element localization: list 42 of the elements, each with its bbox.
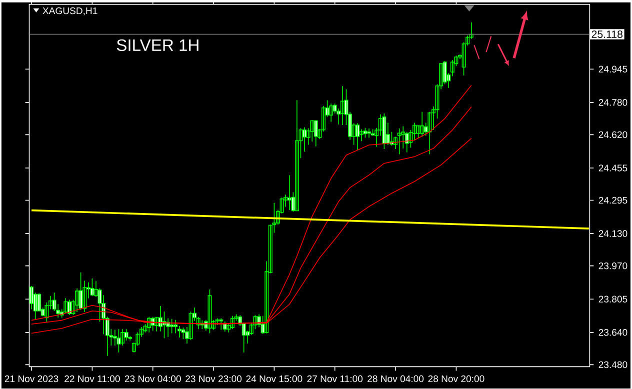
candlestick xyxy=(215,318,220,326)
x-tick-label: 24 Nov 15:00 xyxy=(246,376,302,382)
candlestick xyxy=(219,318,224,330)
candlestick xyxy=(397,128,402,155)
candlestick xyxy=(420,112,424,138)
candlestick xyxy=(181,327,186,340)
candlestick xyxy=(329,103,334,122)
candlestick xyxy=(116,328,121,353)
y-tick-label: 24.780 xyxy=(598,99,628,106)
x-tick-label: 22 Nov 11:00 xyxy=(64,376,120,382)
candlestick xyxy=(367,128,371,138)
y-tick-label: 24.130 xyxy=(598,230,628,238)
candlestick xyxy=(340,86,344,126)
y-tick-label: 24.455 xyxy=(598,164,628,172)
x-tick-label: 21 Nov 2023 xyxy=(4,376,58,382)
y-tick-label: 23.640 xyxy=(598,329,628,336)
x-tick-label: 23 Nov 04:00 xyxy=(124,376,181,382)
candlestick xyxy=(287,175,292,211)
candlestick xyxy=(174,320,178,334)
candlestick xyxy=(124,328,128,342)
y-tick-label: 24.620 xyxy=(598,132,628,138)
chart-title: XAGUSD,H1 xyxy=(42,8,98,16)
candlestick xyxy=(310,120,314,142)
ref-line-label: 25.118 xyxy=(592,30,622,38)
y-tick-label: 24.295 xyxy=(598,197,628,204)
y-tick-label: 23.970 xyxy=(598,262,628,270)
x-tick-label: 23 Nov 23:00 xyxy=(186,376,242,382)
candlestick xyxy=(64,298,68,314)
x-tick-label: 28 Nov 04:00 xyxy=(368,376,424,382)
candlestick xyxy=(356,122,360,151)
y-tick-label: 23.480 xyxy=(598,362,628,368)
x-tick-label: 28 Nov 20:00 xyxy=(428,376,484,382)
candlestick xyxy=(294,100,299,212)
candlestick xyxy=(382,113,386,150)
y-tick-label: 24.945 xyxy=(598,66,628,73)
candlestick xyxy=(314,120,318,147)
x-tick-label: 27 Nov 11:00 xyxy=(307,376,363,382)
candlestick xyxy=(90,278,94,297)
y-tick-label: 23.805 xyxy=(598,296,628,303)
candlestick xyxy=(170,318,174,334)
candlestick xyxy=(363,128,368,138)
text: SILVER 1H xyxy=(116,40,198,52)
